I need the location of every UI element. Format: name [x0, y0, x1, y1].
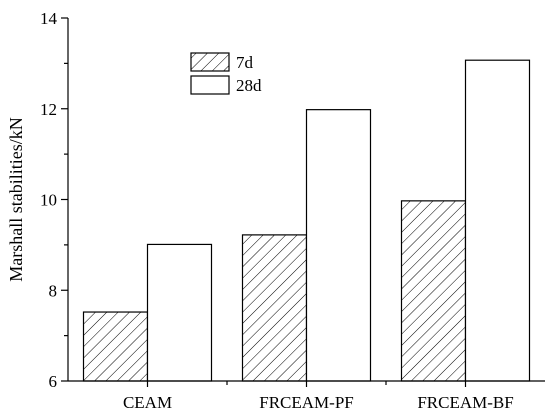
bars-group [82, 59, 531, 382]
bar-7d-FRCEAM-PF [241, 234, 308, 382]
bar-28d-CEAM [146, 243, 213, 382]
legend-swatch-28d [190, 75, 230, 95]
y-axis-ticks: 6 8 10 12 14 [40, 9, 68, 391]
bar-7d-CEAM [82, 311, 149, 382]
y-tick-label: 10 [40, 191, 57, 210]
y-tick-label: 6 [49, 372, 58, 391]
legend-label-28d: 28d [236, 76, 262, 95]
bar-28d-FRCEAM-BF [464, 59, 531, 382]
y-tick-label: 12 [40, 100, 57, 119]
x-axis-ticks: CEAM FRCEAM-PF FRCEAM-BF [123, 381, 514, 412]
y-tick-label: 14 [40, 9, 58, 28]
bar-28d-FRCEAM-PF [305, 109, 372, 382]
y-tick-label: 8 [49, 281, 58, 300]
y-axis-title: Marshall stabilities/kN [6, 117, 26, 281]
x-tick-label: FRCEAM-PF [259, 393, 353, 412]
legend-label-7d: 7d [236, 53, 254, 72]
bar-7d-FRCEAM-BF [400, 200, 467, 382]
legend-swatch-7d [190, 52, 230, 72]
x-tick-label: CEAM [123, 393, 172, 412]
x-tick-label: FRCEAM-BF [417, 393, 513, 412]
